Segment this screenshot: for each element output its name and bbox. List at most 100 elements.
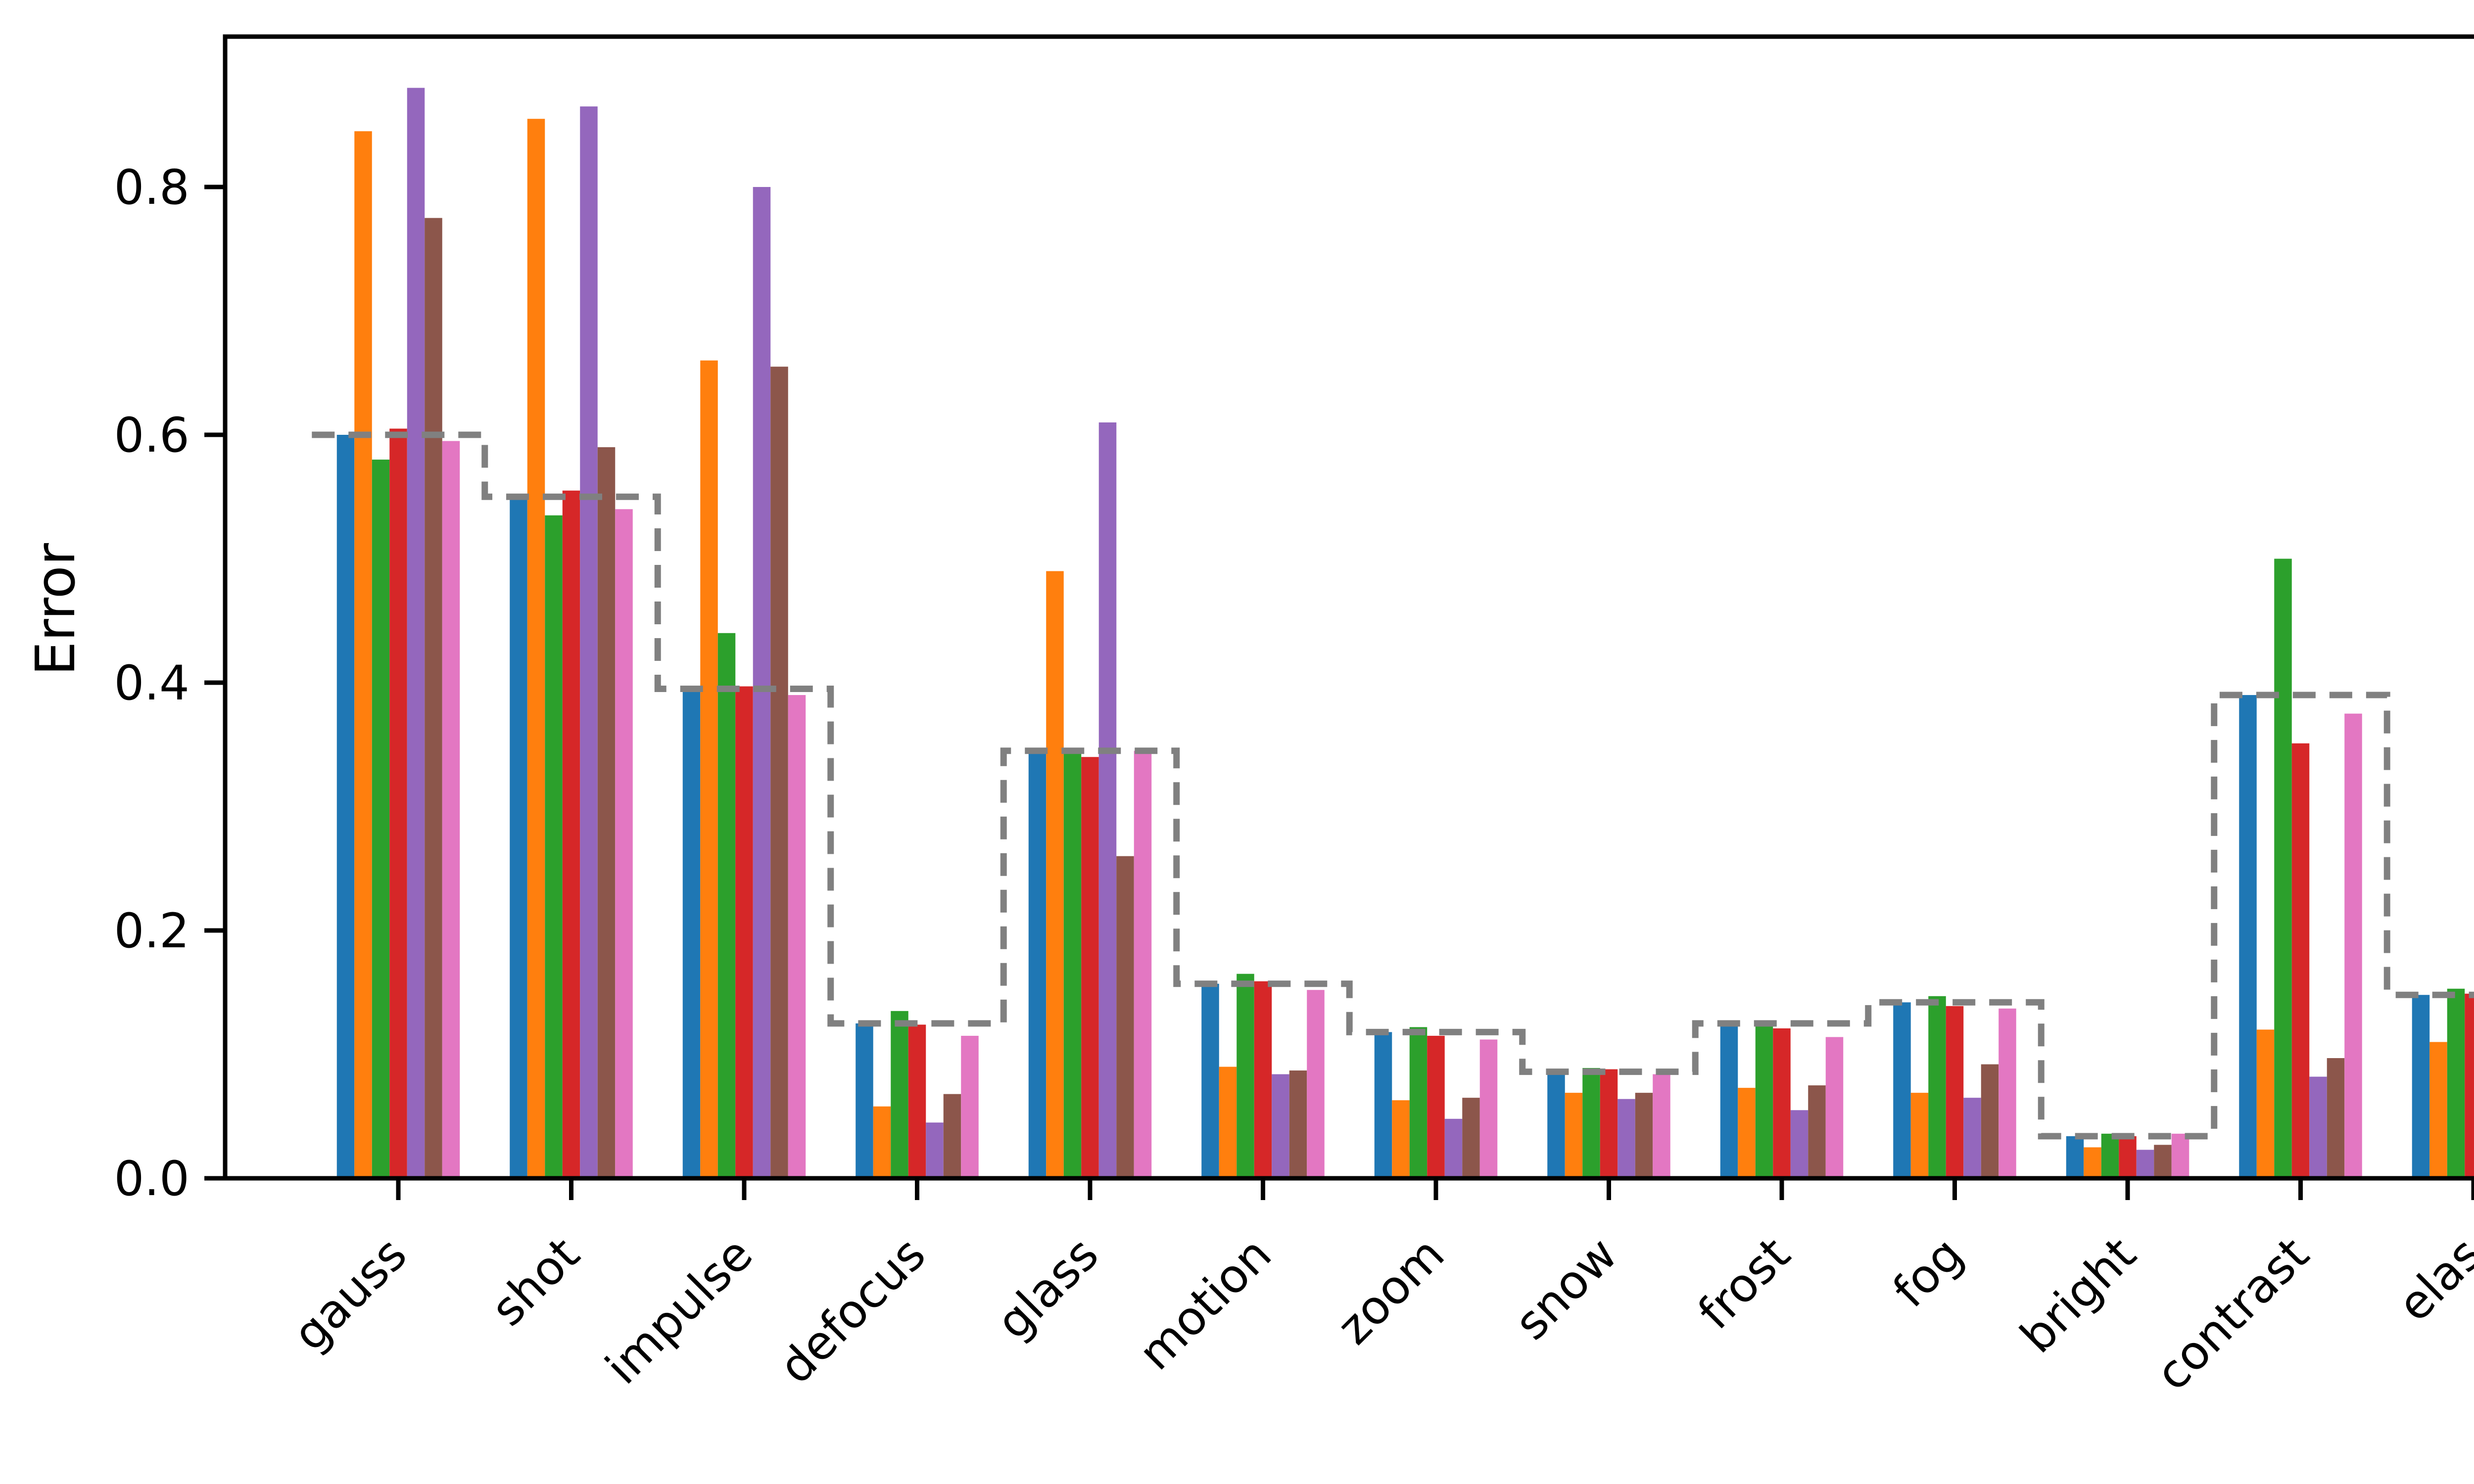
bar-sar-motion bbox=[1254, 981, 1272, 1178]
bar-source-only-zoom bbox=[1374, 1032, 1392, 1178]
bar-cotta-motion bbox=[1237, 974, 1254, 1178]
y-tick-label: 0.0 bbox=[114, 1151, 190, 1206]
bar-memo-glass bbox=[1116, 856, 1134, 1178]
y-tick-label: 0.4 bbox=[114, 655, 190, 711]
bar-conj-ce-contrast bbox=[2309, 1076, 2327, 1178]
x-tick-label: snow bbox=[1505, 1227, 1628, 1350]
plot-area: 0.0 0.2 0.4 0.6 0.8 gauss shot impulse defocus gl… bbox=[114, 34, 2474, 1401]
x-tick-label: frost bbox=[1688, 1227, 1801, 1340]
bar-conj-ce-fog bbox=[1963, 1098, 1981, 1178]
x-tick-label: shot bbox=[481, 1227, 590, 1337]
bar-cotta-impulse bbox=[717, 633, 736, 1178]
bar-cotta-fog bbox=[1928, 996, 1946, 1178]
x-tick-label: zoom bbox=[1327, 1227, 1455, 1355]
bar-memo-motion bbox=[1289, 1070, 1307, 1178]
x-tick-label: bright bbox=[2010, 1227, 2146, 1363]
bar-rotta-impulse bbox=[788, 695, 806, 1178]
y-tick-label: 0.6 bbox=[114, 408, 190, 463]
bar-tent-motion bbox=[1219, 1067, 1237, 1178]
bar-memo-zoom bbox=[1462, 1098, 1480, 1178]
bar-sar-shot bbox=[562, 490, 580, 1178]
y-tick-label: 0.2 bbox=[114, 903, 190, 959]
bar-memo-defocus bbox=[943, 1094, 961, 1178]
bar-sar-defocus bbox=[908, 1024, 926, 1178]
bar-tent-elas bbox=[2429, 1042, 2447, 1178]
bar-sar-gauss bbox=[389, 428, 407, 1178]
x-tick-label: contrast bbox=[2146, 1227, 2320, 1401]
bar-tent-frost bbox=[1738, 1088, 1756, 1178]
bar-source-only-elas bbox=[2412, 995, 2430, 1178]
bar-rotta-zoom bbox=[1479, 1039, 1498, 1178]
bar-conj-ce-snow bbox=[1618, 1099, 1635, 1178]
bar-rotta-defocus bbox=[961, 1035, 979, 1178]
bar-conj-ce-gauss bbox=[407, 88, 425, 1178]
bar-conj-ce-shot bbox=[580, 106, 598, 1178]
y-tick-label: 0.8 bbox=[114, 160, 190, 215]
bar-memo-contrast bbox=[2327, 1058, 2345, 1178]
bar-tent-defocus bbox=[873, 1106, 891, 1178]
bar-cotta-shot bbox=[545, 515, 563, 1178]
bar-source-only-snow bbox=[1547, 1071, 1565, 1178]
bar-memo-snow bbox=[1635, 1093, 1653, 1178]
bar-source-only-impulse bbox=[682, 689, 701, 1178]
bar-conj-ce-motion bbox=[1272, 1074, 1289, 1178]
bar-cotta-snow bbox=[1582, 1068, 1600, 1178]
bar-sar-elas bbox=[2465, 993, 2474, 1178]
bar-conj-ce-glass bbox=[1098, 422, 1117, 1179]
bar-cotta-elas bbox=[2447, 988, 2465, 1178]
bar-memo-impulse bbox=[770, 367, 788, 1178]
source-only-baseline bbox=[312, 431, 2474, 1140]
x-tick-label: defocus bbox=[769, 1227, 936, 1394]
bar-cotta-contrast bbox=[2274, 558, 2292, 1178]
bar-tent-impulse bbox=[700, 360, 718, 1179]
bar-cotta-gauss bbox=[372, 460, 390, 1178]
bar-memo-frost bbox=[1808, 1085, 1826, 1178]
bar-sar-impulse bbox=[735, 686, 753, 1178]
bar-rotta-shot bbox=[615, 509, 633, 1178]
x-tick-label: gauss bbox=[283, 1227, 417, 1361]
bar-cotta-bright bbox=[2101, 1133, 2119, 1178]
bar-rotta-frost bbox=[1825, 1037, 1844, 1178]
bar-cotta-glass bbox=[1063, 750, 1082, 1178]
x-tick-label: impulse bbox=[596, 1227, 763, 1395]
bar-source-only-shot bbox=[510, 497, 527, 1178]
bar-source-only-defocus bbox=[856, 1023, 873, 1178]
bar-rotta-glass bbox=[1134, 750, 1152, 1178]
bar-rotta-gauss bbox=[442, 441, 460, 1178]
bar-source-only-glass bbox=[1028, 750, 1047, 1178]
bar-source-only-bright bbox=[2066, 1136, 2084, 1178]
bar-tent-contrast bbox=[2256, 1029, 2275, 1178]
bar-cotta-frost bbox=[1755, 1025, 1773, 1178]
bar-sar-snow bbox=[1600, 1069, 1618, 1178]
bar-conj-ce-frost bbox=[1790, 1110, 1808, 1178]
bar-conj-ce-bright bbox=[2136, 1150, 2154, 1178]
bar-tent-bright bbox=[2084, 1147, 2101, 1178]
bar-conj-ce-zoom bbox=[1444, 1118, 1463, 1178]
bar-sar-bright bbox=[2119, 1136, 2137, 1178]
x-tick-label: fog bbox=[1883, 1227, 1973, 1318]
bar-tent-zoom bbox=[1392, 1100, 1410, 1178]
bar-source-only-frost bbox=[1720, 1023, 1738, 1178]
bar-source-only-contrast bbox=[2239, 695, 2257, 1178]
bar-tent-snow bbox=[1565, 1093, 1583, 1178]
bar-tent-shot bbox=[527, 119, 545, 1178]
y-axis-label: Error bbox=[24, 543, 87, 676]
bar-sar-fog bbox=[1946, 1006, 1964, 1178]
bar-rotta-bright bbox=[2171, 1133, 2189, 1178]
bar-sar-zoom bbox=[1427, 1035, 1445, 1178]
bar-tent-fog bbox=[1910, 1093, 1929, 1178]
bar-rotta-motion bbox=[1307, 990, 1325, 1178]
bar-source-only-gauss bbox=[336, 435, 355, 1178]
bar-sar-glass bbox=[1081, 757, 1099, 1178]
bar-memo-gauss bbox=[425, 218, 442, 1178]
bar-memo-shot bbox=[597, 447, 616, 1178]
bar-rotta-fog bbox=[1998, 1008, 2016, 1178]
x-tick-label: elas bbox=[2387, 1227, 2474, 1332]
bar-tent-glass bbox=[1046, 571, 1064, 1178]
bar-sar-contrast bbox=[2291, 743, 2310, 1178]
x-tick-label: motion bbox=[1129, 1227, 1282, 1381]
bar-conj-ce-defocus bbox=[926, 1122, 944, 1178]
bar-cotta-defocus bbox=[891, 1011, 908, 1178]
bar-conj-ce-impulse bbox=[753, 187, 771, 1178]
